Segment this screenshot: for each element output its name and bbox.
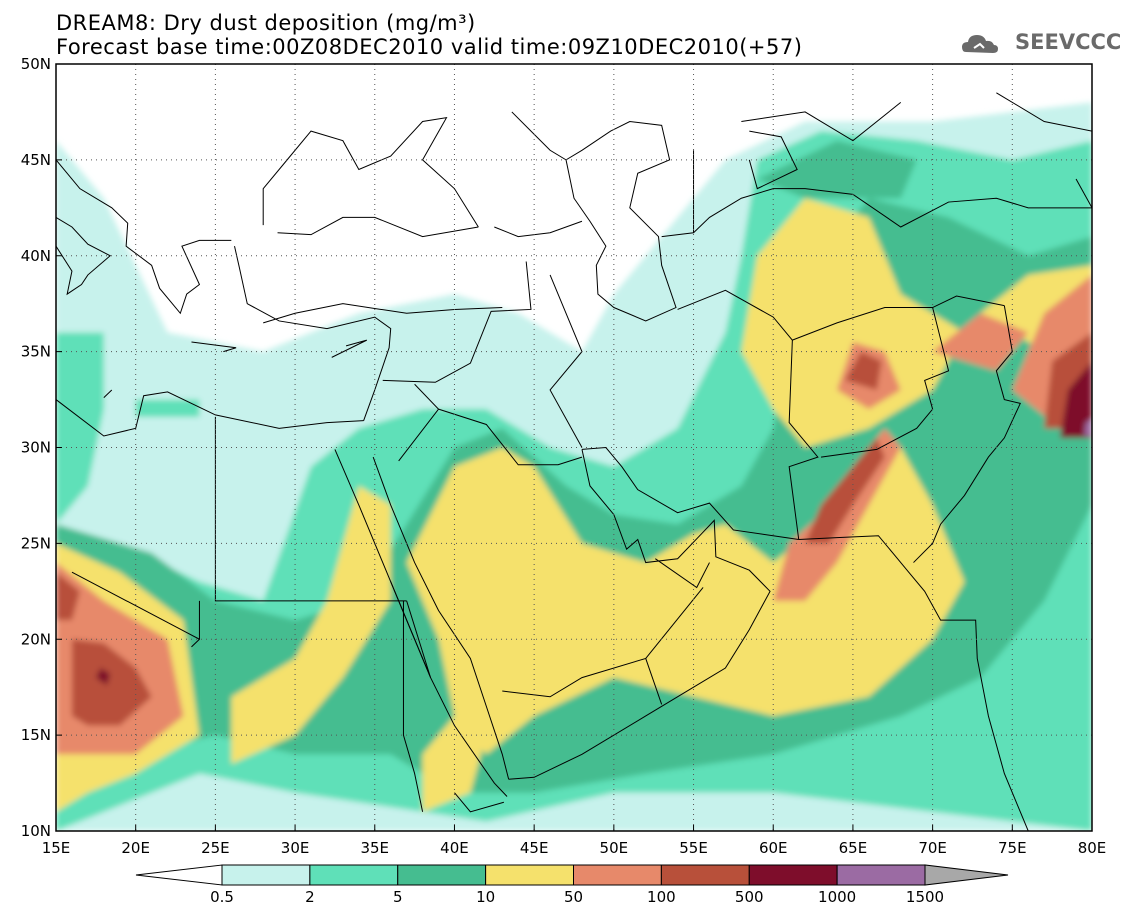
boundary-line: [262, 117, 479, 228]
deposition-region: [1060, 361, 1092, 438]
dust-field-layer: [56, 64, 1092, 831]
colorbar-min-arrow: [135, 864, 223, 886]
deposition-region: [741, 198, 965, 448]
deposition-region: [805, 437, 885, 544]
boundary-line: [398, 383, 440, 462]
boundary-line: [798, 535, 1029, 831]
lon-tick-label: 20E: [121, 839, 150, 857]
colorbar-tick-label: 5: [393, 888, 403, 906]
deposition-region: [95, 668, 111, 686]
deposition-region: [422, 715, 487, 812]
deposition-region: [932, 313, 1029, 371]
lat-tick-label: 40N: [21, 247, 51, 265]
boundary-line: [748, 130, 798, 190]
lat-tick-label: 25N: [21, 534, 51, 552]
deposition-region: [231, 485, 391, 764]
boundary-line: [277, 216, 479, 238]
boundary-line: [581, 446, 799, 541]
lon-tick-label: 60E: [759, 839, 788, 857]
lat-tick-label: 35N: [21, 343, 51, 361]
lon-tick-label: 45E: [520, 839, 549, 857]
lon-tick-label: 75E: [998, 839, 1027, 857]
boundary-line: [191, 341, 237, 353]
deposition-region: [56, 572, 80, 621]
colorbar-bin: [397, 864, 487, 886]
boundary-line: [454, 792, 505, 813]
boundary-line: [1075, 178, 1092, 209]
lon-tick-label: 55E: [679, 839, 708, 857]
longitude-axis: 15E 20E 25E 30E 35E 40E 45E 50E 55E 60E 65E 70E 75E 8…: [42, 825, 1107, 857]
lon-tick-label: 80E: [1078, 839, 1107, 857]
boundary-line: [741, 101, 902, 142]
colorbar-tick-label: 1000: [818, 888, 856, 906]
boundary-line: [234, 246, 392, 421]
boundary-line: [792, 295, 1005, 341]
deposition-region: [757, 140, 917, 199]
lon-tick-label: 25E: [201, 839, 230, 857]
colorbar-tick-label: 50: [564, 888, 583, 906]
colorbar-legend: 0.5 2 5 10 50 100 500 1000 1500: [135, 864, 1009, 906]
colorbar-tick-label: 500: [735, 888, 764, 906]
latitude-axis: 10N 15N 20N 25N 30N 35N 40N 45N 50N: [21, 55, 62, 840]
deposition-region: [844, 351, 882, 390]
colorbar-bin: [573, 864, 662, 886]
boundary-line: [56, 216, 112, 296]
boundary-line: [71, 571, 200, 640]
forecast-time-subtitle: Forecast base time:00Z08DEC2010 valid ti…: [56, 35, 803, 59]
boundary-line: [214, 416, 407, 602]
logo-text: SEEVCCC: [1015, 30, 1122, 54]
colorbar-bin: [836, 864, 926, 886]
boundary-line: [655, 558, 710, 589]
colorbar-tick-label: 100: [647, 888, 676, 906]
lon-tick-label: 35E: [360, 839, 389, 857]
lon-tick-label: 65E: [839, 839, 868, 857]
colorbar-tick-label: 10: [476, 888, 495, 906]
boundary-line: [661, 188, 1092, 238]
boundary-line: [382, 261, 532, 383]
lat-tick-label: 10N: [21, 822, 51, 840]
boundary-line: [677, 289, 819, 540]
lon-tick-label: 30E: [281, 839, 310, 857]
boundary-line: [565, 121, 677, 322]
deposition-region: [135, 399, 200, 417]
boundary-line: [263, 303, 503, 324]
lat-tick-label: 15N: [21, 726, 51, 744]
boundary-line: [56, 391, 364, 437]
map-title: DREAM8: Dry dust deposition (mg/m³): [56, 11, 476, 35]
colorbar-tick-label: 1500: [906, 888, 944, 906]
colorbar-tick-label: 2: [305, 888, 315, 906]
boundary-line: [996, 92, 1092, 132]
lat-tick-label: 20N: [21, 630, 51, 648]
boundary-line: [56, 159, 232, 315]
lat-tick-label: 30N: [21, 439, 51, 457]
colorbar-bin: [309, 864, 399, 886]
boundary-line: [402, 600, 424, 812]
colorbar-bin: [221, 864, 311, 886]
boundary-line: [390, 581, 432, 678]
lon-tick-label: 50E: [600, 839, 629, 857]
lon-tick-label: 40E: [440, 839, 469, 857]
colorbar-bin: [660, 864, 750, 886]
lon-tick-label: 70E: [918, 839, 947, 857]
colorbar-bin: [485, 864, 574, 886]
boundary-line: [511, 111, 567, 161]
boundary-line: [913, 305, 1021, 563]
boundary-line: [645, 658, 663, 705]
boundary-line: [103, 389, 113, 399]
lon-tick-label: 15E: [42, 839, 71, 857]
deposition-region: [56, 332, 104, 525]
colorbar-bin: [748, 864, 838, 886]
boundary-line: [508, 449, 771, 780]
lat-tick-label: 50N: [21, 55, 51, 73]
deposition-region: [1084, 418, 1092, 436]
colorbar-tick-label: 0.5: [210, 888, 234, 906]
lat-tick-label: 45N: [21, 151, 51, 169]
seevccc-cloud-logo-icon: [962, 35, 998, 53]
boundary-line: [438, 408, 583, 466]
boundary-line: [331, 339, 368, 358]
deposition-region: [71, 639, 152, 726]
colorbar-max-arrow: [924, 864, 1009, 886]
